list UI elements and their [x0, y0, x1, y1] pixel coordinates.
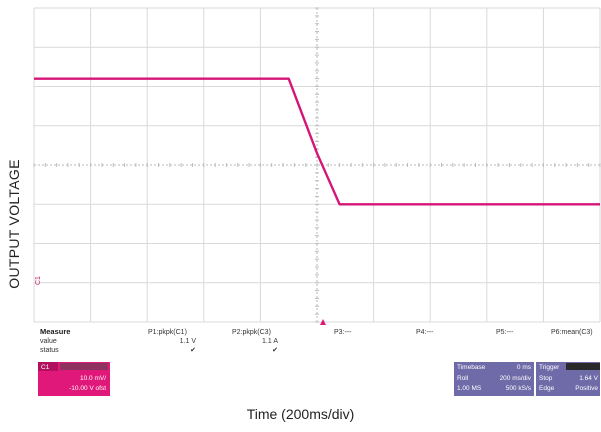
trigger-title: Trigger [539, 364, 560, 371]
trigger-slope: Positive [575, 385, 598, 392]
timebase-scale: 200 ms/div [500, 375, 532, 382]
measure-status-p1: ✔ [190, 347, 196, 354]
measure-title: Measure [40, 327, 70, 336]
measure-status-p2: ✔ [272, 347, 278, 354]
timebase-panel[interactable]: Timebase 0 ms Roll 200 ms/div 1.00 MS 50… [454, 362, 534, 396]
channel-descriptor-label: C1 [41, 364, 50, 371]
channel-descriptor-header [60, 363, 108, 370]
trigger-position-marker [320, 319, 326, 325]
voltage-trace [34, 77, 600, 206]
timebase-samples: 1.00 MS [457, 385, 482, 392]
x-axis-label: Time (200ms/div) [246, 406, 355, 422]
channel-descriptor-offset: -10.00 V ofst [69, 385, 106, 392]
trigger-type: Edge [539, 385, 555, 392]
trigger-panel[interactable]: Trigger Stop 1.64 V Edge Positive [536, 362, 600, 396]
channel-descriptor[interactable]: C1 10.0 mV/ -10.00 V ofst [38, 362, 110, 396]
measure-value-p1: 1.1 V [180, 338, 197, 345]
oscilloscope-screen: C1 Measure value status P1:pkpk(C1) 1.1 … [33, 7, 601, 396]
timebase-rate: 500 kS/s [506, 385, 532, 392]
trigger-mode: Stop [539, 375, 553, 382]
channel-descriptor-scale: 10.0 mV/ [80, 375, 106, 382]
measure-header-p4: P4:--- [416, 329, 434, 336]
center-crosshair [33, 7, 601, 323]
measure-header-p5: P5:--- [496, 329, 514, 336]
timebase-mode: Roll [457, 375, 469, 382]
measure-header-p2: P2:pkpk(C3) [232, 329, 271, 336]
measure-row-label-value: value [40, 338, 57, 345]
channel-descriptor-tag [38, 362, 58, 371]
trigger-level: 1.64 V [579, 375, 598, 382]
measure-header-p1: P1:pkpk(C1) [148, 329, 187, 336]
channel-marker: C1 [35, 276, 42, 285]
measure-header-p6: P6:mean(C3) [551, 329, 593, 336]
measure-row-label-status: status [40, 347, 59, 354]
measure-table: Measure value status P1:pkpk(C1) 1.1 V ✔… [40, 327, 593, 354]
measure-header-p3: P3:--- [334, 329, 352, 336]
timebase-offset: 0 ms [517, 364, 532, 371]
measure-value-p2: 1.1 A [262, 338, 278, 345]
timebase-title: Timebase [457, 364, 486, 371]
timebase-box[interactable] [454, 362, 534, 396]
trigger-source-indicator [566, 363, 600, 370]
